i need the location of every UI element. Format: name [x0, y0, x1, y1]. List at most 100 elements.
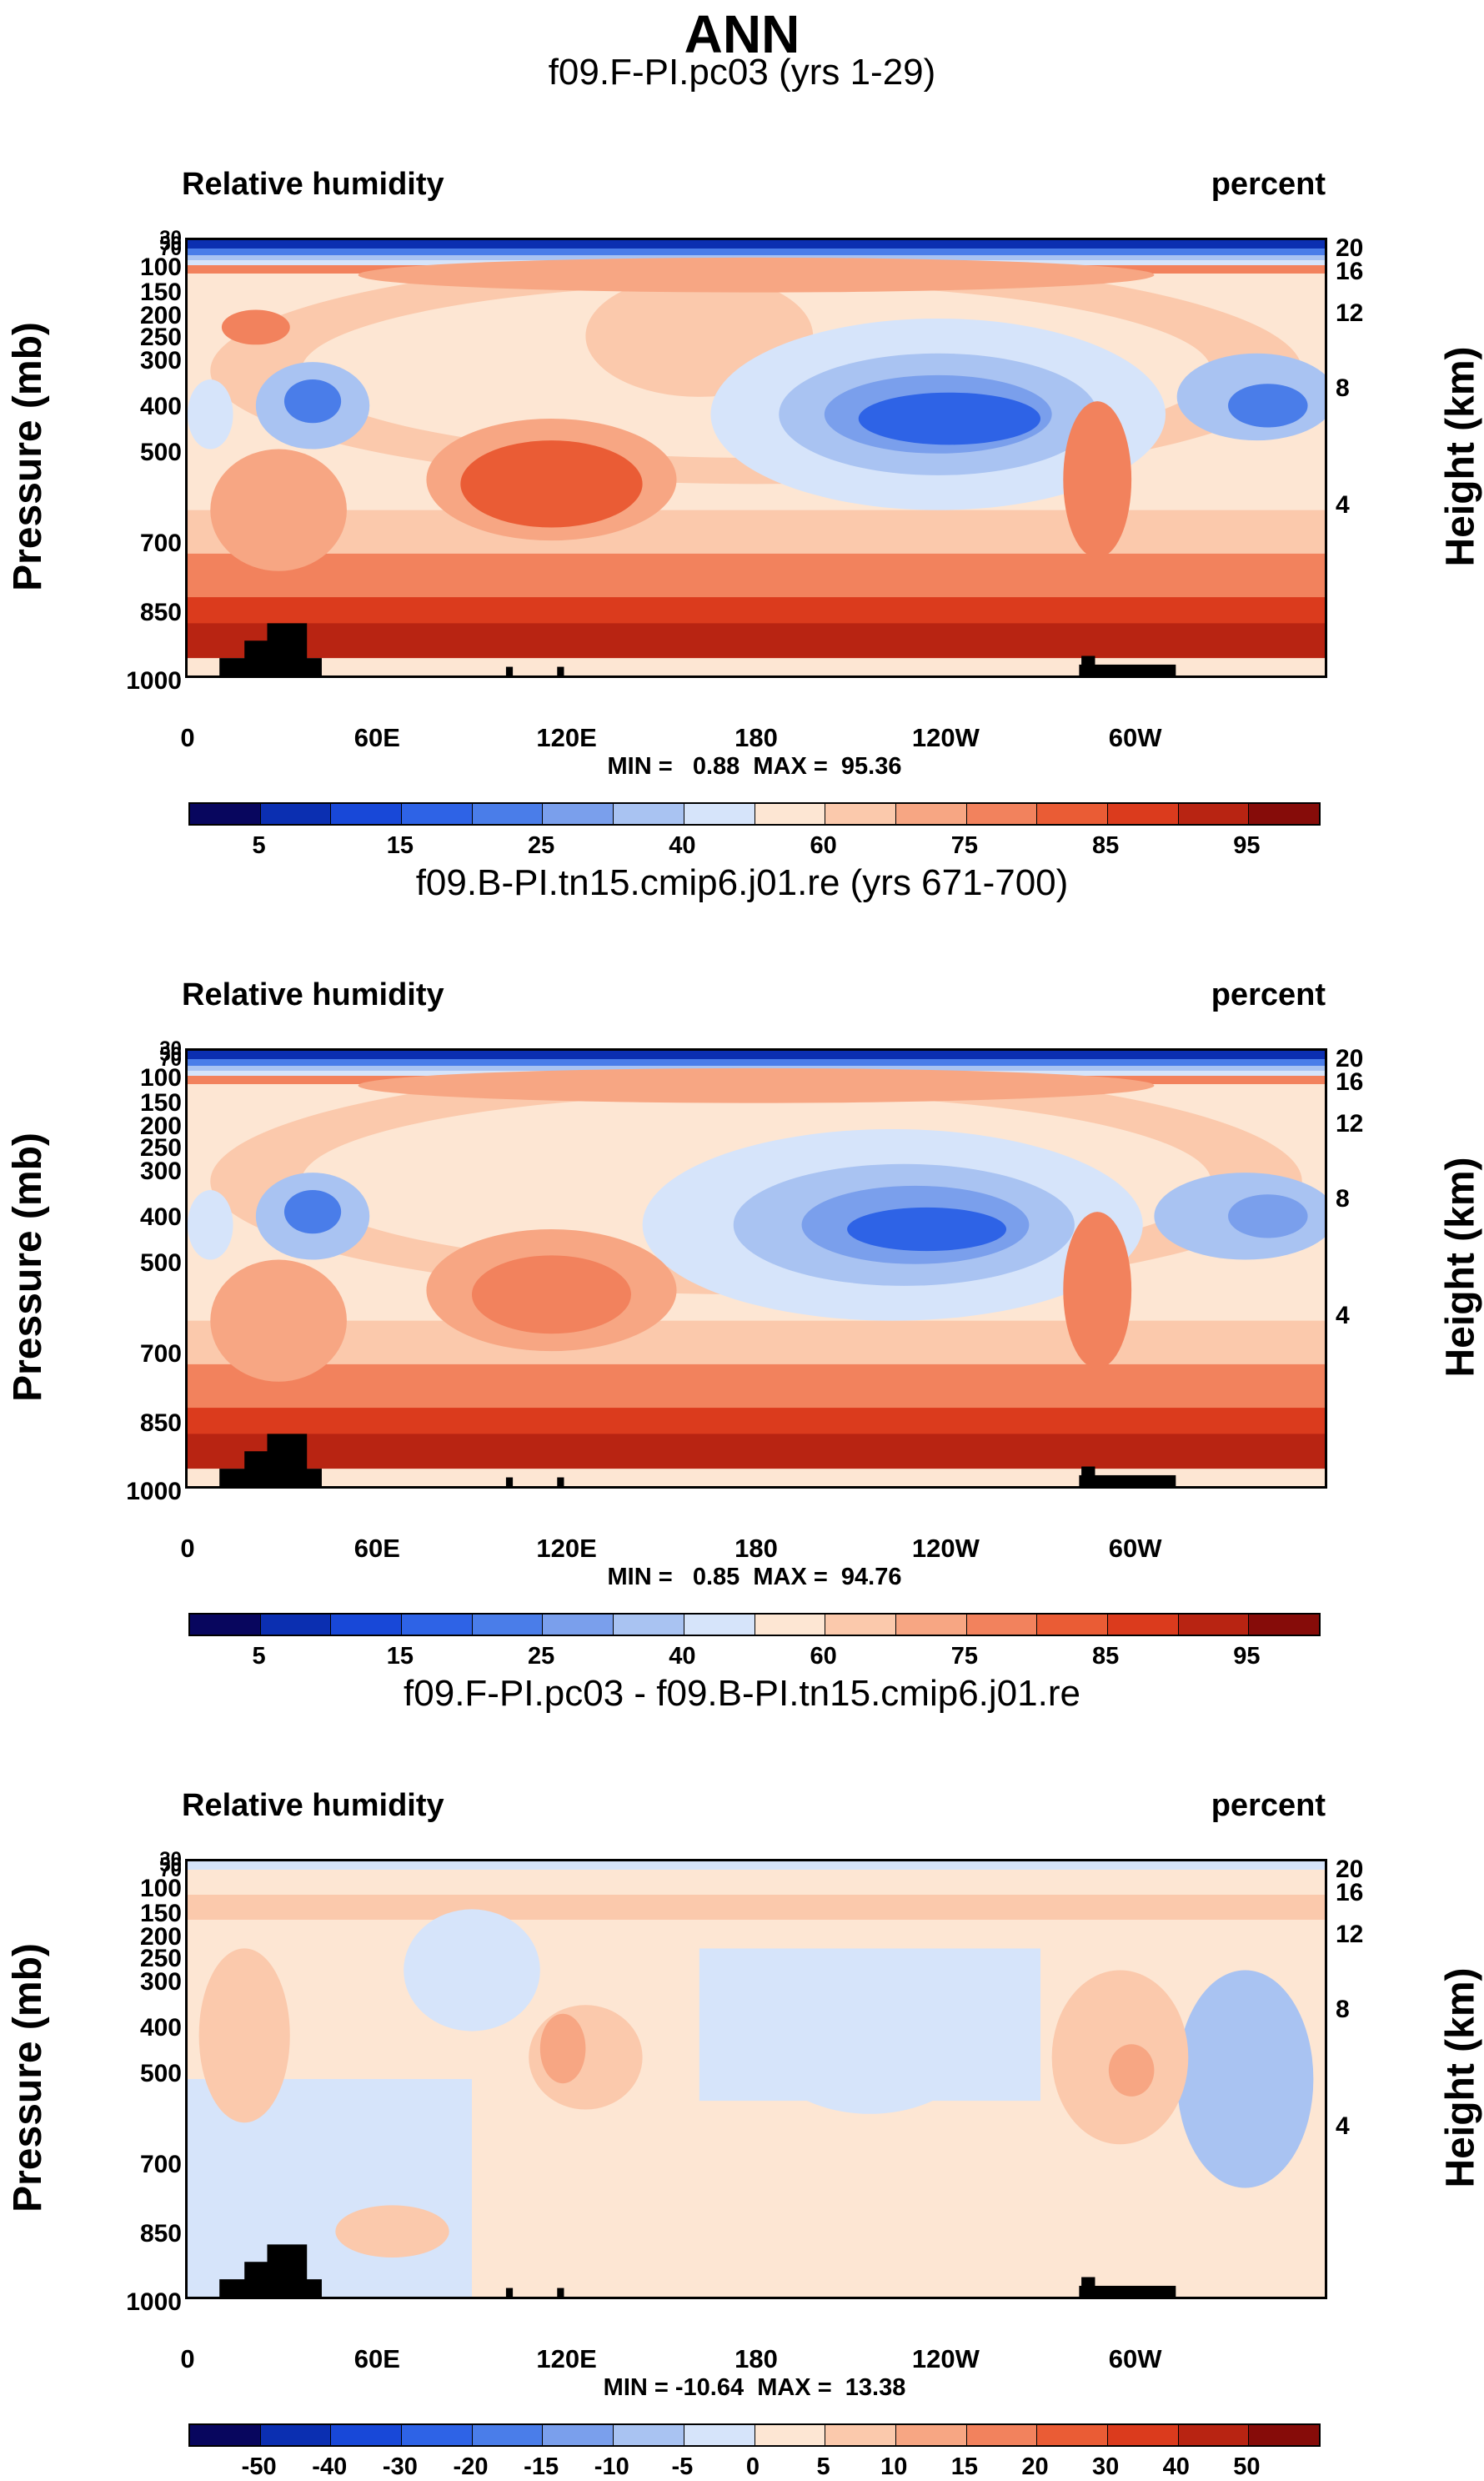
- colorbar-swatch: [895, 804, 967, 824]
- colorbar-swatch: [966, 2425, 1038, 2445]
- contour-region: [358, 257, 1155, 293]
- topography-mask: [505, 666, 514, 675]
- y2-axis-title: Height (km): [1438, 346, 1483, 567]
- x-tick-label: 60E: [353, 1534, 400, 1563]
- contour-region: [597, 2131, 915, 2202]
- colorbar-label: -40: [312, 2453, 348, 2480]
- colorbar-label: 40: [669, 1643, 696, 1670]
- contour-region: [1063, 1212, 1132, 1369]
- pressure-tick-label: 70: [159, 1048, 182, 1071]
- colorbar-label: 20: [1021, 2453, 1049, 2480]
- boundary-layer-band: [188, 1434, 1325, 1469]
- pressure-tick-label: 50: [159, 233, 182, 255]
- topography-mask: [1081, 1466, 1095, 1486]
- pressure-tick-label: 100: [139, 1064, 182, 1092]
- height-tick-label: 12: [1336, 299, 1364, 327]
- contour-field: [188, 1051, 1325, 1486]
- pressure-tick-label: 30: [159, 227, 182, 249]
- colorbar-swatch: [614, 2425, 684, 2445]
- contour-region: [210, 1259, 347, 1382]
- pressure-tick-label: 150: [139, 1900, 182, 1927]
- topography-mask: [1081, 655, 1095, 675]
- colorbar-swatch: [684, 804, 755, 824]
- contour-region: [188, 1190, 233, 1260]
- units-label: percent: [1211, 1788, 1326, 1823]
- colorbar-label: 75: [950, 832, 978, 859]
- colorbar: [188, 2423, 1321, 2447]
- colorbar-label: -5: [671, 2453, 694, 2480]
- x-tick-label: 180: [734, 2344, 778, 2373]
- colorbar-swatch: [755, 1615, 826, 1635]
- colorbar-label: -30: [382, 2453, 418, 2480]
- contour-region: [210, 449, 347, 571]
- pressure-tick-label: 850: [139, 599, 182, 626]
- colorbar-swatch: [1107, 1615, 1179, 1635]
- pressure-tick-label: 100: [139, 1875, 182, 1902]
- colorbar-label: 40: [669, 832, 696, 859]
- contour-region: [221, 309, 290, 345]
- pressure-tick-label: 50: [159, 1854, 182, 1876]
- pressure-tick-label: 700: [139, 530, 182, 557]
- pressure-tick-label: 400: [139, 2014, 182, 2042]
- colorbar-swatch: [1249, 1615, 1319, 1635]
- contour-region: [335, 2205, 449, 2258]
- colorbar-label: 95: [1233, 1643, 1261, 1670]
- min-max-readout: MIN = 0.85 MAX = 94.76: [607, 1564, 902, 1590]
- height-tick-label: 16: [1336, 1879, 1364, 1906]
- colorbar-swatch: [895, 2425, 967, 2445]
- topography-mask: [557, 1477, 564, 1486]
- x-tick-label: 120E: [536, 2344, 597, 2373]
- pressure-tick-label: 100: [139, 254, 182, 281]
- contour-field: [188, 240, 1325, 675]
- contour-plot: [185, 238, 1327, 678]
- variable-label: Relative humidity: [182, 977, 444, 1012]
- colorbar-label: 5: [252, 1643, 266, 1670]
- contour-region: [858, 392, 1040, 445]
- colorbar-label: 60: [810, 832, 837, 859]
- y-axis-title: Pressure (mb): [5, 322, 50, 591]
- variable-label: Relative humidity: [182, 167, 444, 202]
- height-tick-label: 8: [1336, 1996, 1350, 2023]
- colorbar-label: 75: [950, 1643, 978, 1670]
- height-tick-label: 20: [1336, 1856, 1364, 1883]
- colorbar-swatch: [1107, 804, 1179, 824]
- stratosphere-band: [188, 1051, 1325, 1059]
- contour-region: [404, 1909, 540, 2032]
- colorbar-label: 25: [527, 1643, 555, 1670]
- colorbar-label: -15: [524, 2453, 559, 2480]
- colorbar-label: 60: [810, 1643, 837, 1670]
- colorbar-swatch: [260, 2425, 332, 2445]
- colorbar-label: 95: [1233, 832, 1261, 859]
- x-tick-label: 60E: [353, 2344, 400, 2373]
- topography-mask: [1079, 2285, 1176, 2297]
- height-tick-label: 12: [1336, 1921, 1364, 1948]
- contour-region: [847, 1207, 1007, 1252]
- boundary-layer-band: [188, 1364, 1325, 1409]
- height-tick-label: 16: [1336, 258, 1364, 285]
- height-tick-label: 4: [1336, 1302, 1350, 1329]
- pressure-tick-label: 500: [139, 1249, 182, 1277]
- contour-region: [539, 2013, 586, 2084]
- colorbar-label: 15: [386, 1643, 414, 1670]
- pressure-tick-label: 300: [139, 1158, 182, 1185]
- colorbar-swatch: [825, 2425, 896, 2445]
- contour-region: [283, 379, 342, 424]
- colorbar-label: -20: [453, 2453, 489, 2480]
- pressure-tick-label: 150: [139, 1089, 182, 1117]
- pressure-tick-label: 300: [139, 347, 182, 374]
- pressure-tick-label: 1000: [126, 1478, 182, 1505]
- x-tick-label: 0: [180, 1534, 195, 1563]
- colorbar-swatch: [543, 1615, 614, 1635]
- contour-region: [1176, 1970, 1314, 2188]
- colorbar-swatch: [825, 1615, 896, 1635]
- pressure-tick-label: 1000: [126, 667, 182, 695]
- colorbar-swatch: [1249, 2425, 1319, 2445]
- topography-mask: [1081, 2277, 1095, 2297]
- height-tick-label: 4: [1336, 2112, 1350, 2140]
- colorbar-swatch: [543, 804, 614, 824]
- pressure-tick-label: 250: [139, 1134, 182, 1162]
- y-axis-title: Pressure (mb): [5, 1133, 50, 1402]
- height-tick-label: 20: [1336, 234, 1364, 262]
- contour-region: [756, 1956, 984, 2114]
- colorbar-swatch: [755, 804, 826, 824]
